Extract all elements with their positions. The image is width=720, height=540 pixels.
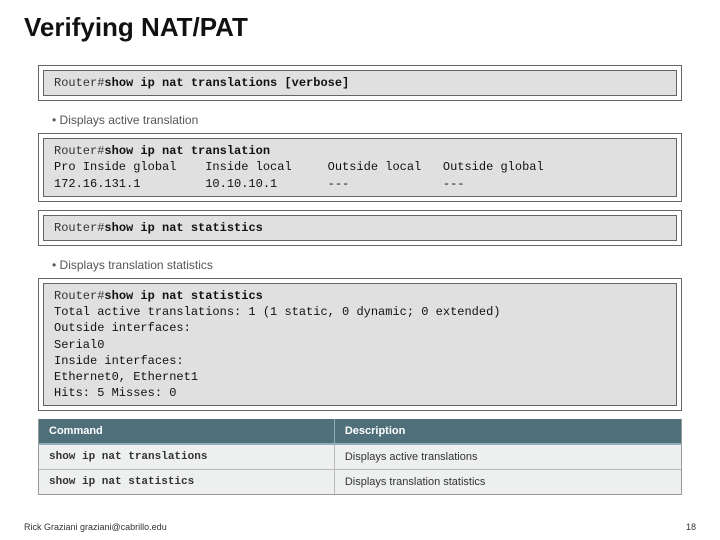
table-header-row: Command Description [39, 419, 681, 444]
footer: Rick Graziani graziani@cabrillo.edu 18 [24, 522, 696, 532]
caption-1: • Displays active translation [24, 109, 696, 133]
cell-cmd: show ip nat statistics [39, 470, 334, 495]
command-table-wrap: Command Description show ip nat translat… [38, 419, 682, 495]
slide: Verifying NAT/PAT Router#show ip nat tra… [0, 0, 720, 540]
code-line: Inside interfaces: [54, 354, 184, 368]
cell-desc: Displays translation statistics [334, 470, 681, 495]
page-title: Verifying NAT/PAT [24, 12, 696, 43]
col-command: Command [39, 419, 334, 444]
col-description: Description [334, 419, 681, 444]
code-box-1: Router#show ip nat translations [verbose… [43, 70, 677, 96]
caption-2: • Displays translation statistics [24, 254, 696, 278]
command-text: show ip nat statistics [104, 221, 262, 235]
command-table: Command Description show ip nat translat… [39, 419, 681, 494]
table-row: show ip nat statistics Displays translat… [39, 470, 681, 495]
cell-cmd: show ip nat translations [39, 444, 334, 470]
command-text: show ip nat statistics [104, 289, 262, 303]
code-box-2: Router#show ip nat translation Pro Insid… [43, 138, 677, 197]
footer-author: Rick Graziani graziani@cabrillo.edu [24, 522, 167, 532]
code-box-2-outer: Router#show ip nat translation Pro Insid… [38, 133, 682, 202]
command-text: show ip nat translation [104, 144, 270, 158]
code-box-1-outer: Router#show ip nat translations [verbose… [38, 65, 682, 101]
prompt: Router# [54, 289, 104, 303]
code-line: Outside interfaces: [54, 321, 191, 335]
cell-desc: Displays active translations [334, 444, 681, 470]
code-line: Total active translations: 1 (1 static, … [54, 305, 500, 319]
footer-page: 18 [686, 522, 696, 532]
code-box-3-outer: Router#show ip nat statistics [38, 210, 682, 246]
prompt: Router# [54, 76, 104, 90]
code-line: Hits: 5 Misses: 0 [54, 386, 176, 400]
code-line: Ethernet0, Ethernet1 [54, 370, 198, 384]
code-box-4: Router#show ip nat statistics Total acti… [43, 283, 677, 406]
command-text: show ip nat translations [verbose] [104, 76, 349, 90]
prompt: Router# [54, 221, 104, 235]
code-box-4-outer: Router#show ip nat statistics Total acti… [38, 278, 682, 411]
code-box-3: Router#show ip nat statistics [43, 215, 677, 241]
code-line: 172.16.131.1 10.10.10.1 --- --- [54, 177, 464, 191]
prompt: Router# [54, 144, 104, 158]
code-line: Pro Inside global Inside local Outside l… [54, 160, 544, 174]
code-line: Serial0 [54, 338, 104, 352]
table-row: show ip nat translations Displays active… [39, 444, 681, 470]
